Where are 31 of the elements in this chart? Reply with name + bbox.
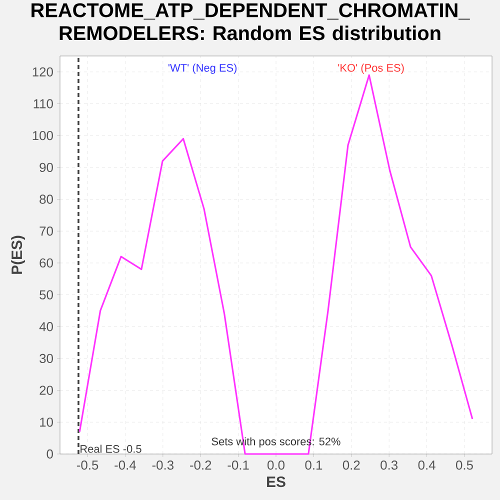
- x-tick-label: 0.4: [418, 460, 436, 470]
- y-tick-label: 0: [46, 449, 53, 459]
- x-tick-label: -0.1: [228, 460, 249, 470]
- x-tick-label: 0.1: [305, 460, 322, 470]
- line-series: [78, 74, 474, 455]
- ref-line-label: Real ES -0.5: [80, 444, 142, 453]
- x-tick-label: -0.4: [114, 460, 136, 470]
- x-tick-label: 0.2: [342, 460, 360, 470]
- y-tick-label: 70: [40, 226, 53, 236]
- y-tick-label: 50: [40, 290, 53, 300]
- x-axis-title: ES: [267, 476, 286, 488]
- annotation: 'WT' (Neg ES): [168, 64, 237, 74]
- y-axis-title: P(ES): [11, 236, 26, 274]
- y-tick-label: 90: [40, 162, 53, 172]
- y-tick-label: 40: [39, 322, 53, 332]
- x-tick-label: 0.5: [456, 460, 473, 470]
- y-tick-label: 20: [40, 386, 53, 395]
- y-tick-label: 110: [34, 99, 53, 108]
- x-tick-label: -0.5: [76, 460, 98, 470]
- x-tick-label: -0.3: [152, 460, 174, 470]
- y-tick-label: 60: [40, 258, 53, 268]
- y-tick-label: 100: [32, 131, 53, 140]
- y-tick-label: 30: [40, 354, 53, 364]
- y-tick-label: 10: [40, 418, 53, 427]
- x-tick-label: 0.0: [268, 460, 285, 470]
- x-tick-label: -0.2: [190, 460, 212, 470]
- y-tick-label: 120: [32, 67, 53, 76]
- x-tick-label: 0.3: [380, 460, 398, 470]
- y-tick-label: 80: [40, 194, 53, 204]
- chart-title: REACTOME_ATP_DEPENDENT_CHROMATIN_REMODELERS: Random ES distribution: [32, 3, 470, 40]
- annotation: 'KO' (Pos ES): [338, 64, 404, 74]
